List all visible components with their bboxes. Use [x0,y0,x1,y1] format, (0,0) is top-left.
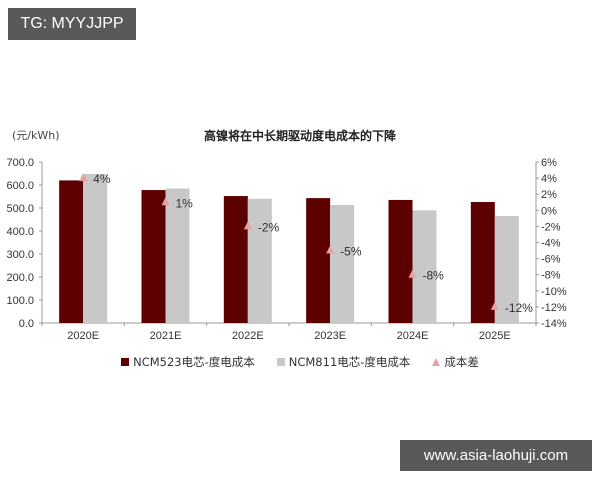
legend: NCM523电芯-度电成本 NCM811电芯-度电成本 成本差 [0,354,600,370]
data-label: -12% [505,301,533,315]
x-tick-label: 2022E [232,330,264,342]
legend-item-ncm523: NCM523电芯-度电成本 [121,354,255,370]
watermark-top: TG: MYYJJPP [8,8,136,40]
triangle-marker-icon [161,197,170,206]
y2-tick-label: -2% [541,221,561,233]
y-tick-label: 0.0 [19,318,34,330]
legend-item-ncm811: NCM811电芯-度电成本 [276,354,411,370]
data-label: 1% [176,196,194,210]
chart-title: 高镍将在中长期驱动度电成本的下降 [203,129,396,143]
y2-tick-label: 2% [541,189,557,201]
triangle-marker-icon [326,245,335,254]
y2-tick-label: -6% [541,254,561,266]
triangle-marker-icon [408,269,417,278]
data-label: 4% [93,172,111,186]
legend-label: 成本差 [444,355,479,369]
legend-label: NCM811电芯-度电成本 [288,355,411,369]
y-tick-label: 200.0 [6,272,34,284]
x-tick-label: 2023E [314,330,346,342]
bar-ncm523 [59,180,84,323]
data-label: -8% [423,269,445,283]
legend-swatch-gray [276,358,285,366]
bar-ncm523 [470,202,495,323]
legend-label: NCM523电芯-度电成本 [133,355,255,369]
y2-tick-label: 6% [541,157,557,169]
data-label: -2% [258,220,280,234]
triangle-marker-icon [79,173,88,182]
y-tick-label: 500.0 [6,203,34,215]
legend-swatch-dark-red [121,358,130,366]
y2-tick-label: -12% [541,302,567,314]
y-tick-label: 600.0 [6,180,34,192]
bar-ncm523 [388,199,413,323]
bar-ncm523 [306,198,331,323]
y2-tick-label: 0% [541,205,557,217]
y-tick-label: 700.0 [6,157,34,169]
y2-tick-label: 4% [541,173,557,185]
bar-ncm811 [247,198,272,323]
y2-tick-label: -14% [541,318,567,330]
y-tick-label: 400.0 [6,226,34,238]
y-axis-unit-label: (元/kWh) [12,129,60,142]
x-tick-label: 2024E [397,330,429,342]
watermark-bottom: www.asia-laohuji.com [400,440,592,471]
bar-ncm811 [330,205,355,323]
x-tick-label: 2025E [479,330,511,342]
bar-ncm523 [223,196,248,323]
y-tick-label: 300.0 [6,249,34,261]
x-tick-label: 2021E [150,330,182,342]
legend-item-cost-diff: 成本差 [432,354,479,370]
triangle-marker-icon [490,301,499,310]
x-tick-label: 2020E [67,330,99,342]
bar-ncm523 [141,190,166,323]
triangle-marker-icon [432,358,441,366]
bar-ncm811 [412,210,437,323]
triangle-marker-icon [243,221,252,230]
y2-tick-label: -4% [541,238,561,250]
y2-tick-label: -10% [541,286,567,298]
bar-ncm811 [165,188,190,323]
bar-ncm811 [494,216,519,323]
y2-tick-label: -8% [541,270,561,282]
y-tick-label: 100.0 [6,295,34,307]
bar-ncm811 [83,173,108,323]
data-label: -5% [340,245,362,259]
